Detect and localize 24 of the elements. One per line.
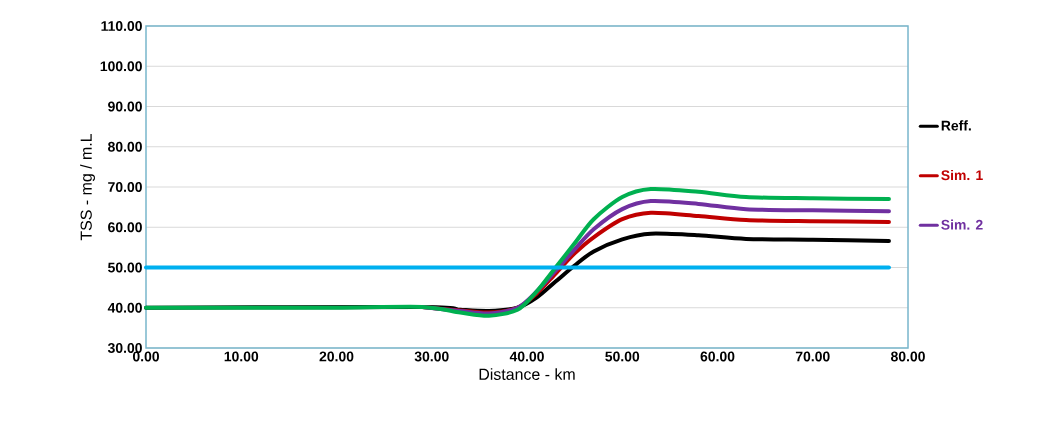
y-tick-label: 80.00 — [108, 141, 142, 152]
y-tick-label: 70.00 — [108, 182, 142, 192]
x-tick-label: 30.00 — [414, 351, 449, 362]
x-tick-label: 50.00 — [605, 351, 640, 362]
x-tick-label: 80.00 — [890, 351, 925, 362]
y-tick-label: 50.00 — [108, 262, 142, 273]
y-tick-label: 60.00 — [108, 222, 142, 233]
legend-label: Reff. — [941, 120, 971, 131]
y-tick-label: 40.00 — [107, 302, 142, 313]
legend-label: Sim. 1 — [941, 169, 983, 181]
y-axis-title: TSS - mg / m.L — [80, 133, 95, 241]
y-tick-label: 30.00 — [107, 343, 142, 353]
x-axis-title: Distance - km — [479, 368, 575, 380]
x-tick-label: 70.00 — [795, 351, 830, 362]
x-tick-label: 10.00 — [224, 351, 259, 362]
x-tick-label: 0.00 — [132, 351, 159, 362]
x-tick-label: 40.00 — [509, 351, 544, 362]
line-series — [144, 186, 891, 318]
y-tick-label: 90.00 — [108, 101, 142, 112]
x-tick-label: 20.00 — [319, 351, 354, 362]
legend-label: Sim. 2 — [941, 219, 983, 230]
y-tick-label: 110.00 — [101, 21, 142, 31]
y-tick-label: 100.00 — [100, 61, 142, 72]
x-tick-label: 60.00 — [700, 351, 735, 362]
